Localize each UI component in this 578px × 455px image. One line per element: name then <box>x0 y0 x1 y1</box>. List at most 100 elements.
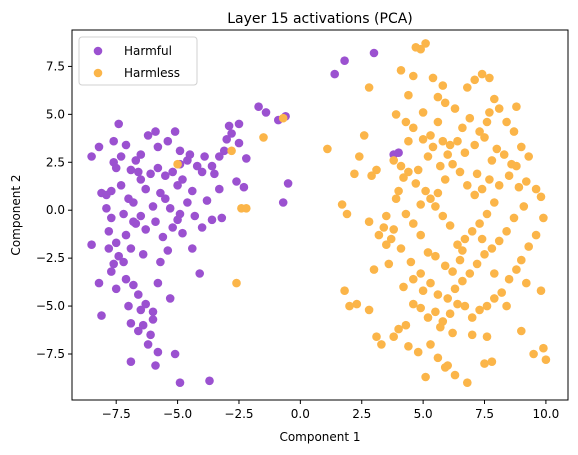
point-harmless <box>278 113 288 123</box>
point-harmful <box>107 267 116 276</box>
point-harmless <box>517 142 526 152</box>
point-harmful <box>151 361 160 370</box>
point-harmless <box>494 181 504 190</box>
chart-title: Layer 15 activations (PCA) <box>227 11 413 27</box>
point-harmless <box>396 161 406 171</box>
point-harmful <box>138 250 148 259</box>
point-harmless <box>482 301 492 311</box>
point-harmful <box>107 186 116 196</box>
point-harmful <box>215 152 224 161</box>
point-harmless <box>438 136 448 146</box>
point-harmless <box>487 156 497 165</box>
point-harmful <box>124 194 133 203</box>
point-harmless <box>482 209 492 219</box>
point-harmless <box>450 104 460 113</box>
point-harmless <box>522 278 531 288</box>
point-harmful <box>114 251 123 261</box>
point-harmful <box>141 299 150 309</box>
point-harmless <box>350 169 359 179</box>
point-harmless <box>458 276 467 286</box>
point-harmful <box>153 347 163 357</box>
point-harmless <box>404 90 413 100</box>
point-harmless <box>517 255 526 265</box>
point-harmless <box>485 108 494 117</box>
point-harmful <box>207 161 217 171</box>
legend-marker-harmless <box>93 68 103 78</box>
point-harmful <box>148 315 158 324</box>
point-harmless <box>421 186 430 196</box>
point-harmless <box>450 370 460 380</box>
point-harmless <box>531 230 541 240</box>
x-tick-label: 7.5 <box>475 407 494 421</box>
point-harmless <box>399 282 408 292</box>
point-harmless <box>416 303 426 313</box>
point-harmless <box>472 169 482 179</box>
point-harmless <box>482 332 492 342</box>
point-harmless <box>448 267 457 276</box>
point-harmless <box>440 98 450 108</box>
legend-label-harmful: Harmful <box>124 44 172 58</box>
point-harmless <box>379 223 389 232</box>
point-harmless <box>426 340 435 349</box>
point-harmless <box>463 181 472 190</box>
point-harmless <box>448 159 457 169</box>
point-harmful <box>330 69 340 79</box>
point-harmless <box>352 299 362 309</box>
point-harmless <box>438 81 448 90</box>
point-harmless <box>531 184 541 194</box>
point-harmful <box>148 202 158 211</box>
point-harmful <box>121 230 131 240</box>
point-harmless <box>377 340 386 349</box>
point-harmless <box>507 159 516 169</box>
point-harmless <box>355 152 364 161</box>
point-harmful <box>94 142 104 152</box>
point-harmless <box>514 182 524 192</box>
point-harmful <box>129 217 138 226</box>
point-harmless <box>173 159 182 169</box>
point-harmless <box>443 150 453 159</box>
point-harmless <box>431 251 440 261</box>
point-harmful <box>104 227 114 236</box>
point-harmless <box>413 165 423 175</box>
y-tick-label: 2.5 <box>46 155 65 169</box>
point-harmful <box>175 146 185 156</box>
point-harmless <box>529 349 538 359</box>
point-harmless <box>428 142 438 152</box>
point-harmless <box>490 294 499 303</box>
point-harmful <box>163 246 173 255</box>
y-tick-label: −5.0 <box>36 299 65 313</box>
point-harmless <box>509 213 519 223</box>
point-harmful <box>153 142 163 152</box>
point-harmless <box>409 299 418 309</box>
point-harmless <box>259 133 268 142</box>
point-harmful <box>185 150 195 159</box>
x-tick-label: 5.0 <box>414 407 433 421</box>
y-axis-label: Component 2 <box>9 174 23 255</box>
point-harmless <box>485 73 494 83</box>
point-harmless <box>470 75 480 85</box>
point-harmful <box>224 121 234 131</box>
point-harmless <box>512 265 521 274</box>
point-harmless <box>450 284 460 294</box>
point-harmful <box>134 290 143 299</box>
point-harmful <box>136 150 146 159</box>
point-harmless <box>463 378 472 388</box>
point-harmful <box>188 244 197 253</box>
point-harmless <box>502 227 511 236</box>
point-harmless <box>470 140 480 150</box>
point-harmful <box>340 56 349 65</box>
point-harmful <box>131 156 141 165</box>
point-harmless <box>394 186 403 196</box>
point-harmless <box>227 146 236 156</box>
point-harmless <box>458 123 467 133</box>
point-harmless <box>467 330 477 340</box>
point-harmless <box>482 117 492 127</box>
point-harmless <box>389 332 399 342</box>
point-harmless <box>242 204 251 213</box>
y-tick-label: −2.5 <box>36 251 65 265</box>
point-harmful <box>219 146 229 156</box>
point-harmful <box>141 184 150 194</box>
point-harmless <box>445 221 455 230</box>
point-harmless <box>455 167 465 177</box>
y-tick-label: 0.0 <box>46 203 65 217</box>
